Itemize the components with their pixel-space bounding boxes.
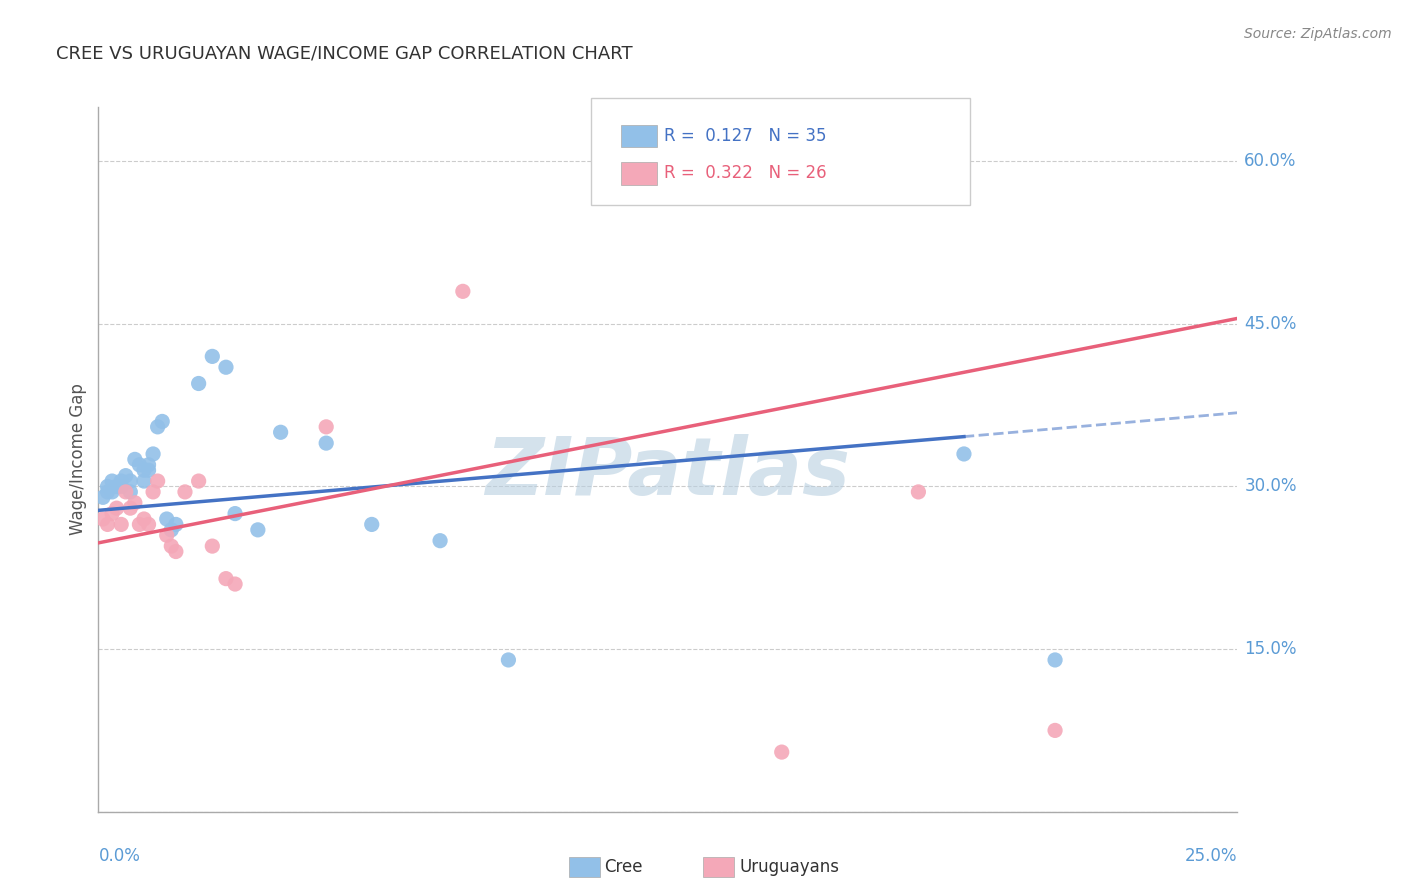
Point <box>128 517 150 532</box>
Point <box>165 544 187 558</box>
Text: 30.0%: 30.0% <box>1244 477 1296 495</box>
Point <box>315 436 337 450</box>
Point <box>429 533 451 548</box>
Point <box>91 512 114 526</box>
Y-axis label: Wage/Income Gap: Wage/Income Gap <box>69 384 87 535</box>
Point <box>315 420 337 434</box>
Point <box>124 452 146 467</box>
Point <box>120 501 142 516</box>
Point <box>138 463 160 477</box>
Point <box>907 484 929 499</box>
Text: 15.0%: 15.0% <box>1244 640 1296 658</box>
Text: ZIPatlas: ZIPatlas <box>485 434 851 513</box>
Point <box>128 458 150 472</box>
Text: 25.0%: 25.0% <box>1185 847 1237 865</box>
Point <box>215 360 238 375</box>
Point <box>110 474 132 488</box>
Point <box>165 517 187 532</box>
Point <box>101 507 124 521</box>
Point <box>156 528 179 542</box>
Point <box>124 496 146 510</box>
Point <box>146 474 169 488</box>
Point <box>96 517 118 532</box>
Point <box>96 484 118 499</box>
Text: CREE VS URUGUAYAN WAGE/INCOME GAP CORRELATION CHART: CREE VS URUGUAYAN WAGE/INCOME GAP CORREL… <box>56 45 633 62</box>
Point <box>215 572 238 586</box>
Text: Uruguayans: Uruguayans <box>740 858 839 876</box>
Point <box>224 507 246 521</box>
Point <box>105 479 128 493</box>
Point <box>142 484 165 499</box>
Point <box>138 458 160 472</box>
Point <box>120 484 142 499</box>
Point <box>101 474 124 488</box>
Point <box>770 745 793 759</box>
Text: R =  0.127   N = 35: R = 0.127 N = 35 <box>664 127 827 145</box>
Text: Source: ZipAtlas.com: Source: ZipAtlas.com <box>1244 27 1392 41</box>
Text: 45.0%: 45.0% <box>1244 315 1296 333</box>
Point <box>160 523 183 537</box>
Text: 60.0%: 60.0% <box>1244 153 1296 170</box>
Point <box>246 523 269 537</box>
Text: Cree: Cree <box>605 858 643 876</box>
Text: 0.0%: 0.0% <box>98 847 141 865</box>
Point <box>132 463 155 477</box>
Point <box>110 517 132 532</box>
Point <box>110 479 132 493</box>
Point <box>138 517 160 532</box>
Point <box>142 447 165 461</box>
Point <box>201 350 224 364</box>
Point <box>156 512 179 526</box>
Point <box>451 285 474 299</box>
Point <box>1043 723 1066 738</box>
Point <box>1043 653 1066 667</box>
Point <box>114 468 136 483</box>
Point <box>187 376 209 391</box>
Point <box>91 491 114 505</box>
Point <box>132 474 155 488</box>
Point <box>270 425 292 440</box>
Point <box>120 474 142 488</box>
Point <box>96 479 118 493</box>
Point <box>187 474 209 488</box>
Point <box>174 484 197 499</box>
Point <box>146 420 169 434</box>
Point <box>101 484 124 499</box>
Point <box>498 653 520 667</box>
Text: R =  0.322   N = 26: R = 0.322 N = 26 <box>664 164 827 182</box>
Point <box>360 517 382 532</box>
Point <box>132 512 155 526</box>
Point <box>224 577 246 591</box>
Point <box>114 484 136 499</box>
Point <box>953 447 976 461</box>
Point <box>201 539 224 553</box>
Point <box>105 501 128 516</box>
Point <box>160 539 183 553</box>
Point <box>150 414 173 428</box>
